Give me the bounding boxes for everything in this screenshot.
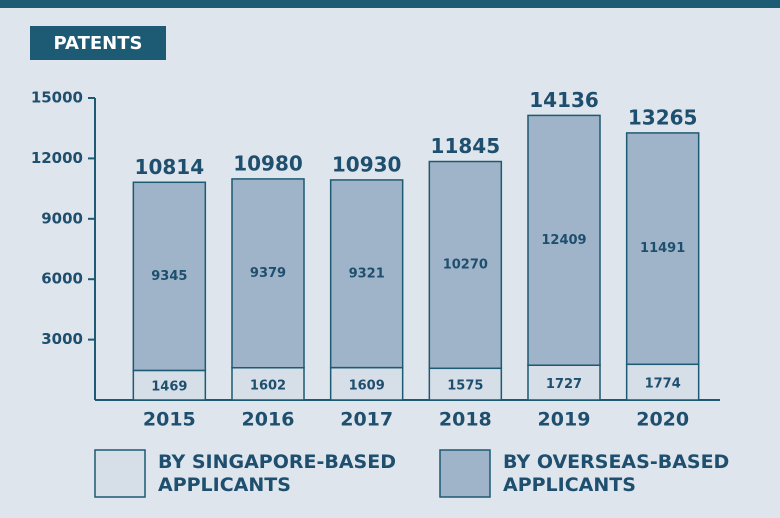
top-border [0,0,780,8]
legend-line: APPLICANTS [503,474,636,496]
title-box [30,26,166,60]
value-label: 9321 [349,266,385,281]
value-label: 12409 [541,233,586,248]
y-tick-label: 9000 [41,209,83,227]
bar-segment [428,367,503,401]
total-label: 11845 [431,134,501,158]
y-tick-label: 6000 [41,270,83,288]
x-tick-label: 2016 [242,409,295,431]
bar-segment [527,364,601,401]
x-tick-label: 2015 [143,409,196,431]
x-tick-label: 2018 [439,409,492,431]
value-label: 1469 [151,380,187,395]
value-label: 1727 [546,377,582,392]
y-tick-label: 3000 [41,330,83,348]
value-label: 9345 [151,269,187,284]
legend-swatch [439,449,491,498]
legend-line: BY OVERSEAS-BASED [503,451,729,473]
y-tick-label: 15000 [31,89,83,107]
x-tick-label: 2017 [340,409,393,431]
x-tick-label: 2019 [538,409,591,431]
value-label: 9379 [250,266,286,281]
bar-segment [231,366,305,401]
bar-segment [329,366,404,401]
total-label: 10930 [332,152,402,176]
x-tick-label: 2020 [636,409,689,431]
legend-label: BY SINGAPORE-BASED APPLICANTS [158,451,396,496]
total-label: 10814 [135,155,205,179]
bar-segment [132,181,207,372]
total-label: 14136 [529,88,599,112]
total-label: 13265 [628,105,698,129]
value-label: 1575 [447,379,483,394]
legend-label: BY OVERSEAS-BASED APPLICANTS [503,451,729,496]
value-label: 11491 [640,241,685,256]
bar-segment [625,132,700,366]
value-label: 1609 [349,378,385,393]
value-label: 1774 [645,377,681,392]
value-label: 1602 [250,378,286,393]
legend-line: BY SINGAPORE-BASED [158,451,396,473]
bar-segment [132,369,207,401]
chart-title: PATENTS [54,33,143,54]
bar-segment [428,160,503,370]
legend-swatch [94,449,146,498]
bar-segment [527,114,601,366]
bar-segment [329,179,404,369]
legend-line: APPLICANTS [158,474,291,496]
y-tick-label: 12000 [31,149,83,167]
bar-segment [231,178,305,369]
total-label: 10980 [233,151,303,175]
value-label: 10270 [443,257,488,272]
